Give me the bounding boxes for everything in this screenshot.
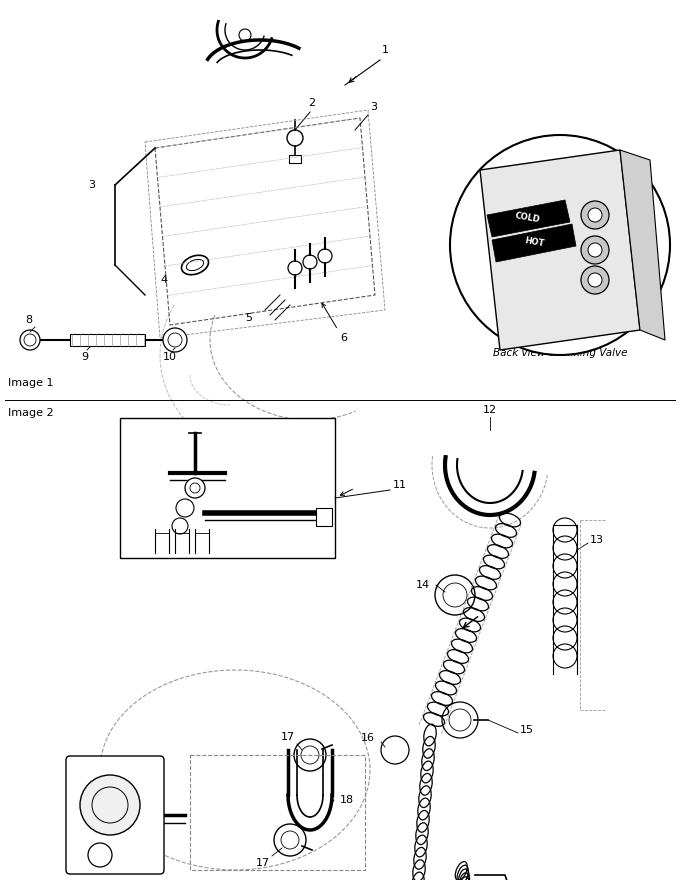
Circle shape xyxy=(318,249,332,263)
Text: Back view of Mixing Valve: Back view of Mixing Valve xyxy=(493,348,627,358)
Text: 11: 11 xyxy=(393,480,407,490)
Polygon shape xyxy=(480,150,640,350)
Circle shape xyxy=(185,478,205,498)
Text: 3: 3 xyxy=(370,102,377,112)
Text: HOT: HOT xyxy=(524,236,545,248)
Circle shape xyxy=(450,135,670,355)
Circle shape xyxy=(172,518,188,534)
Text: 14: 14 xyxy=(416,580,430,590)
Circle shape xyxy=(588,243,602,257)
Text: 3: 3 xyxy=(88,180,95,190)
Circle shape xyxy=(287,130,303,146)
Text: COLD: COLD xyxy=(515,211,541,224)
Text: 15: 15 xyxy=(520,725,534,735)
Polygon shape xyxy=(487,200,570,237)
Circle shape xyxy=(588,208,602,222)
Text: 17: 17 xyxy=(281,732,295,742)
Text: Image 2: Image 2 xyxy=(8,408,54,418)
Text: 6: 6 xyxy=(340,333,347,343)
Text: 17: 17 xyxy=(256,858,270,868)
FancyBboxPatch shape xyxy=(66,756,164,874)
Ellipse shape xyxy=(175,529,189,537)
Text: 8: 8 xyxy=(25,315,32,325)
Text: 5: 5 xyxy=(245,313,252,323)
Circle shape xyxy=(588,273,602,287)
Text: 10: 10 xyxy=(163,352,177,362)
Ellipse shape xyxy=(195,529,209,537)
Text: 4: 4 xyxy=(161,275,168,285)
Text: 2: 2 xyxy=(308,98,315,108)
Text: 1: 1 xyxy=(382,45,389,55)
Circle shape xyxy=(88,843,112,867)
Ellipse shape xyxy=(155,529,169,537)
Circle shape xyxy=(163,328,187,352)
Circle shape xyxy=(20,330,40,350)
Circle shape xyxy=(581,266,609,294)
Bar xyxy=(70,334,145,346)
Circle shape xyxy=(581,201,609,229)
Circle shape xyxy=(288,261,302,275)
Bar xyxy=(190,755,365,870)
Text: 13: 13 xyxy=(590,535,604,545)
Circle shape xyxy=(581,236,609,264)
Text: 9: 9 xyxy=(82,352,88,362)
Bar xyxy=(120,418,335,558)
Bar xyxy=(289,155,301,163)
Text: 12: 12 xyxy=(483,405,497,415)
Text: Image 1: Image 1 xyxy=(8,378,54,388)
Bar xyxy=(316,508,332,526)
Text: 18: 18 xyxy=(340,795,354,805)
Ellipse shape xyxy=(182,255,209,275)
Text: 7: 7 xyxy=(635,170,642,180)
Polygon shape xyxy=(492,224,576,262)
Text: 16: 16 xyxy=(361,733,375,743)
Circle shape xyxy=(176,499,194,517)
Circle shape xyxy=(80,775,140,835)
Circle shape xyxy=(303,255,317,269)
Polygon shape xyxy=(620,150,665,340)
